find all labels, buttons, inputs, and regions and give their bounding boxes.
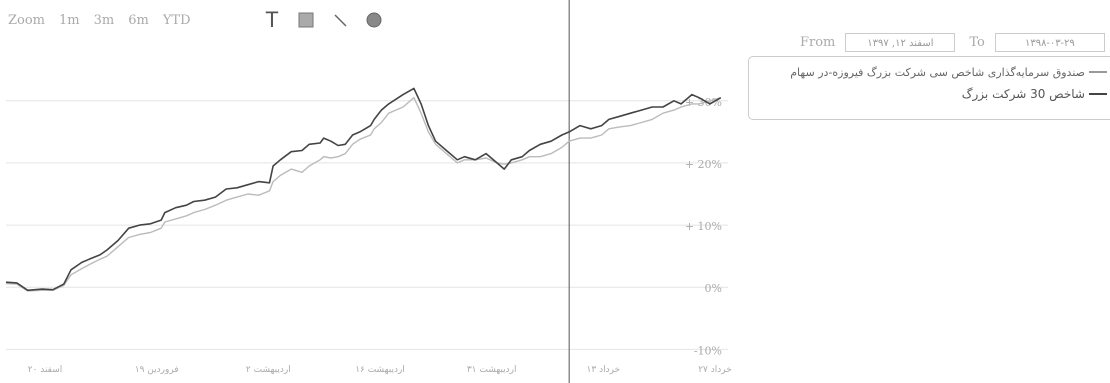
zoom-label: Zoom	[8, 13, 46, 28]
date-range-selector: From ۱۳۹۷ ,۱۲ اسفند To ۱۳۹۸-۰۳-۲۹	[800, 33, 1110, 52]
zoom-3m-button[interactable]: 3m	[93, 13, 115, 28]
legend-item-fund[interactable]: صندوق سرمایه‌گذاری شاخص سی شرکت بزرگ فیر…	[759, 61, 1107, 83]
drawing-toolbar: T	[262, 7, 384, 32]
legend-swatch-index	[1089, 93, 1107, 95]
x-tick-label: فروردین ۱۹	[135, 365, 179, 375]
y-tick-label: 0%	[705, 282, 722, 295]
legend-swatch-fund	[1089, 71, 1107, 73]
x-tick-label: خرداد ۲۷	[698, 365, 732, 375]
x-tick-label: اسفند ۲۰	[28, 365, 63, 375]
x-tick-label: خرداد ۱۳	[587, 365, 621, 375]
chart-legend: صندوق سرمایه‌گذاری شاخص سی شرکت بزرگ فیر…	[748, 56, 1110, 120]
y-tick-label: + 20%	[685, 158, 722, 171]
line-tool-icon[interactable]	[330, 10, 350, 30]
x-tick-label: اردیبهشت ۳۱	[467, 365, 517, 375]
circle-tool-icon[interactable]	[364, 10, 384, 30]
rectangle-tool-icon[interactable]	[296, 10, 316, 30]
legend-item-index[interactable]: شاخص 30 شرکت بزرگ	[759, 83, 1107, 105]
zoom-6m-button[interactable]: 6m	[128, 13, 149, 28]
zoom-ytd-button[interactable]: YTD	[162, 13, 191, 28]
line-chart[interactable]: -10%0%+ 10%+ 20%+ 30%اسفند ۲۰ فروردین ۱۹ ا…	[0, 0, 740, 383]
y-tick-label: -10%	[694, 344, 722, 357]
y-tick-label: + 10%	[685, 220, 722, 233]
zoom-bar: Zoom 1m 3m 6m YTD	[8, 13, 205, 28]
from-date-input[interactable]: ۱۳۹۷ ,۱۲ اسفند	[845, 33, 956, 52]
x-tick-label: اردیبهشت ۱۶	[355, 365, 405, 375]
zoom-1m-button[interactable]: 1m	[59, 13, 80, 28]
to-date-input[interactable]: ۱۳۹۸-۰۳-۲۹	[994, 33, 1105, 52]
series-line-0	[5, 87, 722, 292]
series-line-1	[5, 96, 721, 292]
x-tick-label: اردیبهشت ۲	[246, 365, 291, 375]
from-label: From	[800, 35, 836, 50]
legend-label-fund: صندوق سرمایه‌گذاری شاخص سی شرکت بزرگ فیر…	[790, 65, 1085, 79]
to-label: To	[969, 35, 985, 50]
legend-label-index: شاخص 30 شرکت بزرگ	[961, 87, 1085, 101]
text-tool-icon[interactable]: T	[265, 7, 279, 32]
